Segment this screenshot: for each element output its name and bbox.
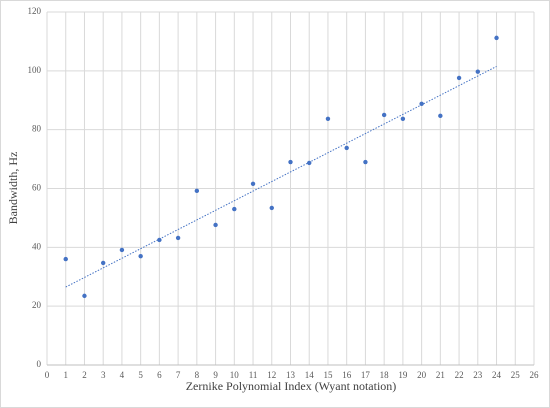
scatter-point <box>63 256 68 262</box>
x-tick-label: 23 <box>473 370 483 380</box>
scatter-point <box>100 260 106 266</box>
scatter-point <box>419 101 424 106</box>
y-tick-label: 0 <box>37 359 42 369</box>
y-tick-label: 100 <box>28 65 42 75</box>
y-tick-label: 20 <box>32 300 42 310</box>
x-tick-label: 22 <box>455 370 464 380</box>
scatter-point <box>157 237 162 243</box>
x-tick-label: 4 <box>120 370 125 380</box>
x-tick-label: 18 <box>380 370 390 380</box>
x-tick-label: 13 <box>286 370 296 380</box>
scatter-point <box>325 116 331 121</box>
x-tick-label: 3 <box>101 370 106 380</box>
x-tick-label: 21 <box>436 370 445 380</box>
scatter-point <box>363 159 368 165</box>
x-tick-label: 8 <box>195 370 200 380</box>
scatter-point <box>381 112 387 118</box>
x-axis-title: Zernike Polynomial Index (Wyant notation… <box>186 379 397 393</box>
x-tick-label: 6 <box>157 370 162 380</box>
x-tick-label: 24 <box>492 370 502 380</box>
scatter-point <box>194 188 200 194</box>
x-tick-label: 0 <box>45 370 50 380</box>
scatter-point <box>307 160 312 166</box>
scatter-point <box>288 159 293 165</box>
x-tick-label: 15 <box>323 370 333 380</box>
y-tick-label: 40 <box>32 241 42 251</box>
x-tick-label: 17 <box>361 370 371 380</box>
x-tick-label: 12 <box>267 370 276 380</box>
x-tick-label: 11 <box>249 370 258 380</box>
scatter-point <box>269 205 274 211</box>
y-axis-title: Bandwidth, Hz <box>6 152 20 225</box>
x-tick-label: 14 <box>305 370 315 380</box>
x-tick-label: 16 <box>342 370 352 380</box>
x-tick-label: 1 <box>63 370 68 380</box>
y-tick-label: 60 <box>32 183 42 193</box>
x-tick-label: 10 <box>230 370 240 380</box>
scatter-point <box>232 206 237 212</box>
x-tick-label: 26 <box>530 370 540 380</box>
y-tick-label: 80 <box>32 124 42 134</box>
scatter-point <box>456 75 462 81</box>
x-tick-label: 7 <box>176 370 181 380</box>
scatter-point <box>400 116 406 121</box>
x-tick-label: 5 <box>138 370 143 380</box>
scatter-point <box>119 247 125 253</box>
scatter-point <box>82 293 87 299</box>
x-tick-label: 2 <box>82 370 87 380</box>
scatter-point <box>175 235 181 241</box>
scatter-point <box>438 113 443 119</box>
scatter-point <box>475 69 481 74</box>
scatter-point <box>250 181 256 186</box>
scatter-point <box>344 145 349 151</box>
trendline <box>65 65 497 288</box>
scatter-point <box>138 253 143 259</box>
y-tick-label: 120 <box>28 6 42 16</box>
x-tick-label: 19 <box>398 370 408 380</box>
x-tick-label: 9 <box>213 370 218 380</box>
x-tick-label: 25 <box>511 370 521 380</box>
scatter-point <box>494 35 499 41</box>
scatter-point <box>213 222 218 228</box>
x-tick-label: 20 <box>417 370 427 380</box>
